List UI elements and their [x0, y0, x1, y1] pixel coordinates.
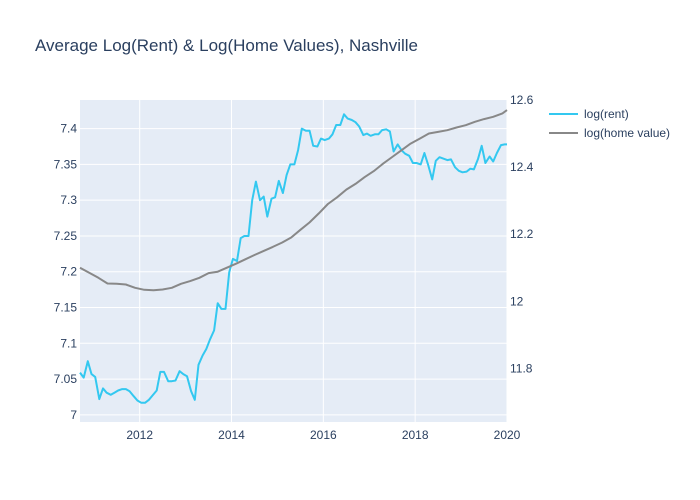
- series-line: [79, 113, 507, 404]
- plot-area: [80, 100, 507, 422]
- chart-title: Average Log(Rent) & Log(Home Values), Na…: [35, 36, 418, 55]
- y-left-tick-label: 7.05: [54, 372, 78, 386]
- y-left-tick-label: 7.3: [60, 193, 77, 207]
- y-right-tick-label: 12: [510, 294, 524, 308]
- y-left-tick-label: 7.15: [54, 301, 78, 315]
- legend-label: log(home value): [584, 126, 670, 140]
- y-left-tick-label: 7.25: [54, 229, 78, 243]
- x-tick-label: 2016: [310, 428, 337, 442]
- series-line: [79, 109, 508, 292]
- y-left-tick-label: 7.1: [60, 336, 77, 350]
- y-left-tick-label: 7.2: [60, 265, 77, 279]
- y-right-tick-label: 12.4: [510, 160, 534, 174]
- x-axis-ticks: 2012 2014 2016 2018 2020: [126, 428, 520, 442]
- legend-item[interactable]: log(rent): [549, 107, 629, 121]
- y-left-tick-label: 7: [70, 408, 77, 422]
- y-right-axis-ticks: 11.8 12 12.2 12.4 12.6: [510, 93, 534, 375]
- y-right-tick-label: 11.8: [510, 361, 533, 375]
- x-tick-label: 2020: [494, 428, 521, 442]
- y-left-axis-ticks: 7 7.05 7.1 7.15 7.2 7.25 7.3 7.35 7.4: [54, 122, 78, 422]
- y-right-tick-label: 12.6: [510, 93, 534, 107]
- x-tick-label: 2014: [218, 428, 245, 442]
- x-tick-label: 2018: [402, 428, 429, 442]
- x-tick-label: 2012: [126, 428, 153, 442]
- y-left-tick-label: 7.4: [60, 122, 77, 136]
- y-right-tick-label: 12.2: [510, 227, 534, 241]
- y-left-tick-label: 7.35: [54, 157, 78, 171]
- series-lines: [79, 109, 508, 404]
- legend[interactable]: log(rent) log(home value): [549, 107, 670, 140]
- legend-item[interactable]: log(home value): [549, 126, 670, 140]
- legend-label: log(rent): [584, 107, 629, 121]
